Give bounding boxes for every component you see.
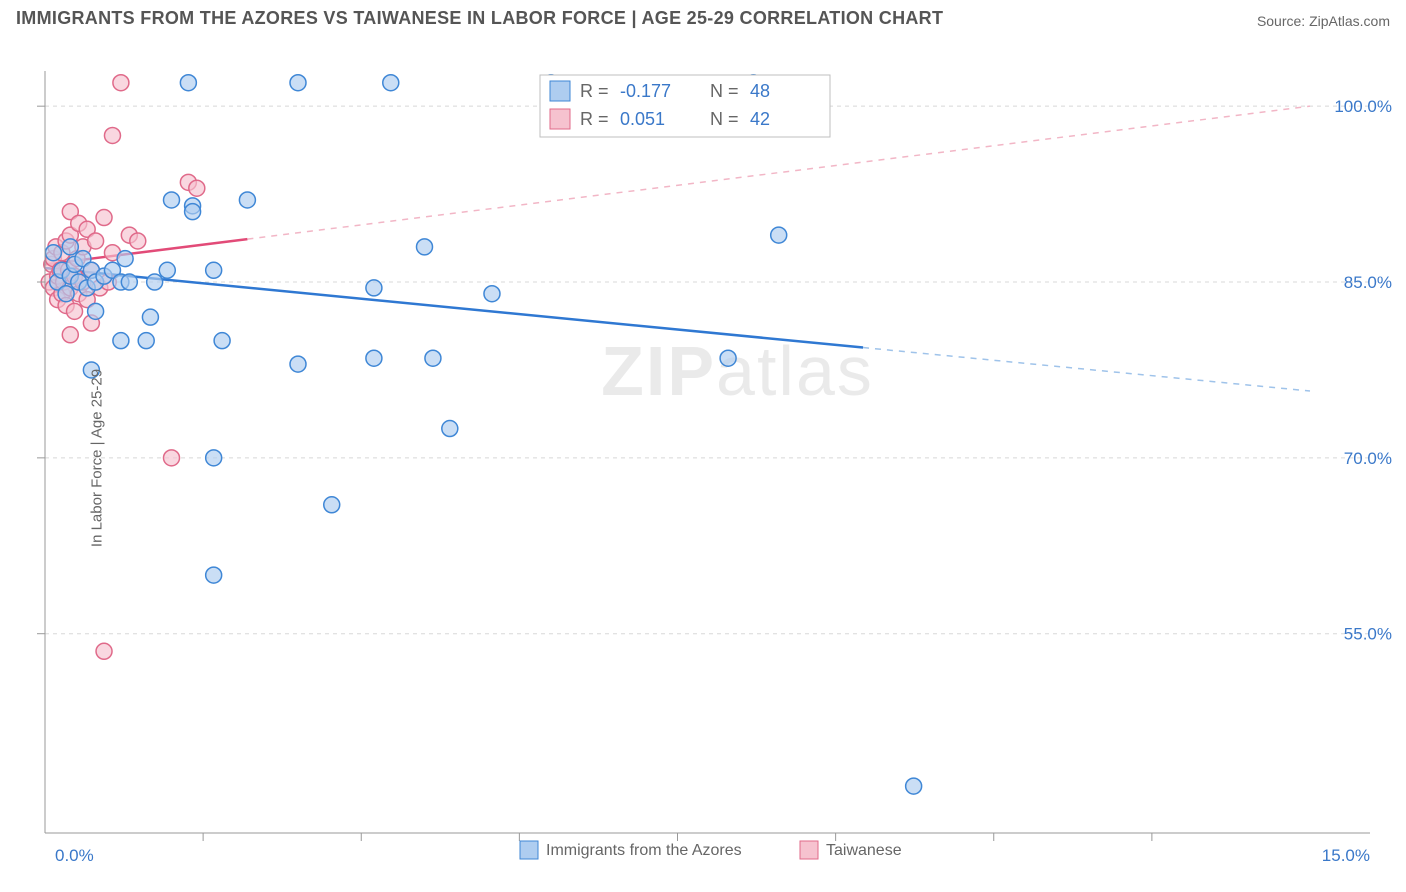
data-point-azores — [164, 192, 180, 208]
data-point-azores — [484, 286, 500, 302]
data-point-azores — [62, 239, 78, 255]
data-point-azores — [906, 778, 922, 794]
data-point-taiwanese — [189, 180, 205, 196]
data-point-taiwanese — [88, 233, 104, 249]
legend-swatch-taiwanese — [800, 841, 818, 859]
legend-label-azores: Immigrants from the Azores — [546, 842, 742, 859]
data-point-azores — [121, 274, 137, 290]
data-point-taiwanese — [62, 327, 78, 343]
data-point-azores — [180, 75, 196, 91]
data-point-azores — [113, 333, 129, 349]
data-point-azores — [771, 227, 787, 243]
data-point-azores — [159, 262, 175, 278]
data-point-azores — [117, 251, 133, 267]
source-label: Source: ZipAtlas.com — [1257, 13, 1390, 29]
stats-n-label-azores: N = — [710, 81, 739, 101]
stats-r-value-azores: -0.177 — [620, 81, 671, 101]
page-title: IMMIGRANTS FROM THE AZORES VS TAIWANESE … — [16, 8, 943, 29]
stats-swatch-taiwanese — [550, 109, 570, 129]
chart-svg: 100.0%85.0%70.0%55.0%ZIPatlas0.0%15.0%R … — [0, 33, 1406, 883]
trend-line-dash-azores — [863, 348, 1310, 391]
y-tick-label: 100.0% — [1334, 97, 1392, 116]
data-point-azores — [324, 497, 340, 513]
data-point-azores — [720, 350, 736, 366]
data-point-taiwanese — [96, 210, 112, 226]
data-point-azores — [45, 245, 61, 261]
data-point-azores — [206, 262, 222, 278]
y-tick-label: 55.0% — [1344, 625, 1392, 644]
stats-n-value-azores: 48 — [750, 81, 770, 101]
data-point-taiwanese — [164, 450, 180, 466]
correlation-chart: In Labor Force | Age 25-29 100.0% 85.0% 70… — [0, 33, 1406, 883]
data-point-azores — [138, 333, 154, 349]
data-point-azores — [185, 204, 201, 220]
data-point-azores — [442, 421, 458, 437]
stats-r-value-taiwanese: 0.051 — [620, 109, 665, 129]
data-point-azores — [417, 239, 433, 255]
data-point-azores — [425, 350, 441, 366]
y-tick-label: 85.0% — [1344, 273, 1392, 292]
data-point-azores — [142, 309, 158, 325]
legend-swatch-azores — [520, 841, 538, 859]
stats-n-label-taiwanese: N = — [710, 109, 739, 129]
data-point-azores — [206, 450, 222, 466]
legend-label-taiwanese: Taiwanese — [826, 842, 902, 859]
data-point-azores — [290, 75, 306, 91]
data-point-taiwanese — [104, 127, 120, 143]
data-point-azores — [147, 274, 163, 290]
data-point-azores — [366, 280, 382, 296]
data-point-taiwanese — [96, 643, 112, 659]
data-point-azores — [239, 192, 255, 208]
trend-line-azores — [45, 268, 863, 348]
data-point-taiwanese — [130, 233, 146, 249]
data-point-azores — [58, 286, 74, 302]
data-point-taiwanese — [113, 75, 129, 91]
data-point-taiwanese — [67, 303, 83, 319]
stats-swatch-azores — [550, 81, 570, 101]
stats-r-label-azores: R = — [580, 81, 609, 101]
data-point-azores — [206, 567, 222, 583]
data-point-azores — [88, 303, 104, 319]
y-axis-label: In Labor Force | Age 25-29 — [89, 369, 106, 547]
stats-n-value-taiwanese: 42 — [750, 109, 770, 129]
x-min-label: 0.0% — [55, 846, 94, 865]
data-point-azores — [290, 356, 306, 372]
data-point-azores — [366, 350, 382, 366]
x-max-label: 15.0% — [1322, 846, 1370, 865]
stats-r-label-taiwanese: R = — [580, 109, 609, 129]
y-tick-label: 70.0% — [1344, 449, 1392, 468]
data-point-azores — [214, 333, 230, 349]
data-point-azores — [383, 75, 399, 91]
